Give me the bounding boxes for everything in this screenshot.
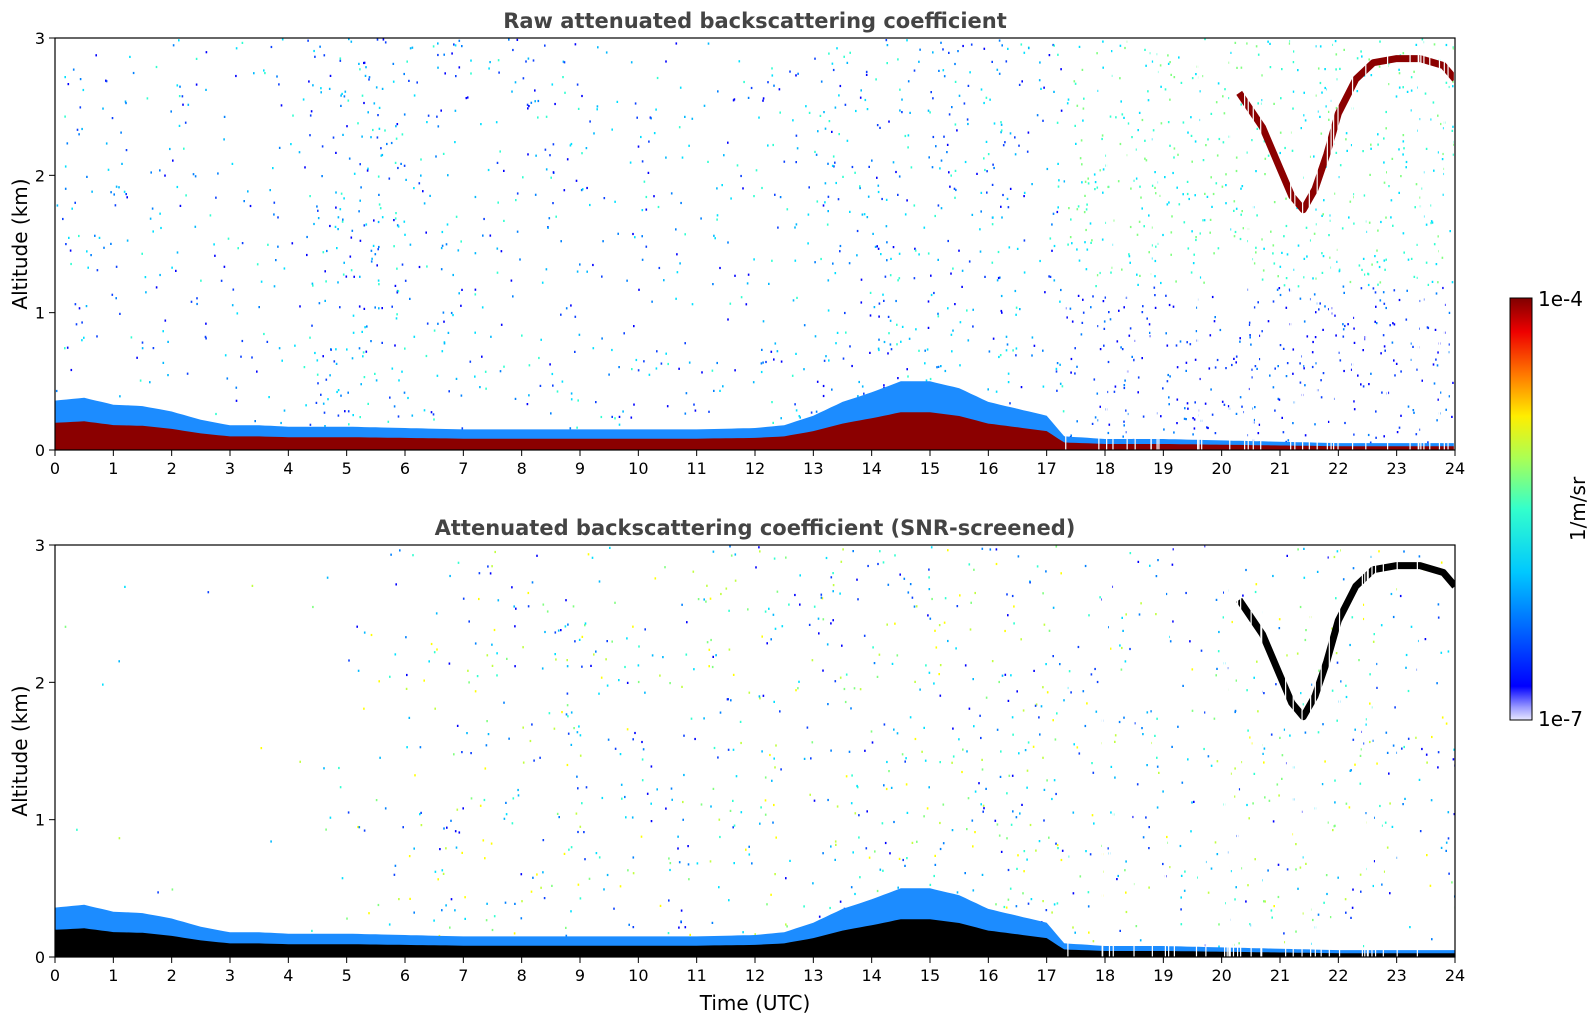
x-tick-label: 22	[1328, 966, 1348, 985]
x-tick-label: 9	[575, 459, 585, 478]
x-tick-label: 20	[1211, 966, 1231, 985]
x-tick-label: 18	[1095, 459, 1115, 478]
x-tick-label: 2	[167, 966, 177, 985]
y-tick-label: 0	[35, 441, 45, 460]
x-tick-label: 18	[1095, 966, 1115, 985]
x-tick-label: 17	[1036, 966, 1056, 985]
x-tick-label: 5	[342, 966, 352, 985]
y-tick-label: 2	[35, 673, 45, 692]
x-tick-label: 16	[978, 966, 998, 985]
x-tick-label: 3	[225, 459, 235, 478]
x-tick-label: 3	[225, 966, 235, 985]
panel1-title: Raw attenuated backscattering coefficien…	[503, 9, 1007, 33]
x-tick-label: 12	[745, 966, 765, 985]
x-tick-label: 7	[458, 459, 468, 478]
x-tick-label: 6	[400, 966, 410, 985]
x-tick-label: 22	[1328, 459, 1348, 478]
y-tick-label: 3	[35, 536, 45, 555]
boundary-layer-core	[55, 412, 1455, 450]
panel1-y-label: Altitude (km)	[8, 178, 32, 309]
x-tick-label: 11	[686, 966, 706, 985]
panel-snr-screened: Attenuated backscattering coefficient (S…	[8, 516, 1465, 1015]
x-tick-label: 2	[167, 459, 177, 478]
x-tick-label: 5	[342, 459, 352, 478]
x-tick-label: 16	[978, 459, 998, 478]
y-tick-label: 3	[35, 29, 45, 48]
x-tick-label: 4	[283, 966, 293, 985]
x-tick-label: 23	[1386, 459, 1406, 478]
x-tick-label: 8	[517, 966, 527, 985]
panel1-x-ticks: 0 1 2 3 4 5 6 7 8 9 10 11 12 13 14 15 16 17 18 19 20 21 22 23 24	[50, 450, 1465, 478]
x-tick-label: 19	[1153, 459, 1173, 478]
colorbar-max-label: 1e-4	[1538, 287, 1583, 311]
panel2-plot-area	[55, 545, 1455, 957]
x-tick-label: 6	[400, 459, 410, 478]
x-tick-label: 12	[745, 459, 765, 478]
boundary-layer-outer	[55, 381, 1455, 450]
x-tick-label: 4	[283, 459, 293, 478]
panel2-y-label: Altitude (km)	[8, 685, 32, 816]
x-tick-label: 23	[1386, 966, 1406, 985]
x-tick-label: 0	[50, 459, 60, 478]
colorbar-label: 1/m/sr	[1566, 476, 1590, 541]
x-tick-label: 20	[1211, 459, 1231, 478]
y-tick-label: 0	[35, 948, 45, 967]
x-tick-label: 8	[517, 459, 527, 478]
panel1-y-ticks: 0 1 2 3	[35, 29, 55, 460]
x-tick-label: 21	[1270, 966, 1290, 985]
x-tick-label: 14	[861, 459, 881, 478]
panel-raw-backscatter: Raw attenuated backscattering coefficien…	[8, 9, 1465, 478]
x-tick-label: 21	[1270, 459, 1290, 478]
x-tick-label: 24	[1445, 966, 1465, 985]
x-tick-label: 13	[803, 966, 823, 985]
x-tick-label: 0	[50, 966, 60, 985]
x-tick-label: 9	[575, 966, 585, 985]
x-tick-label: 10	[628, 966, 648, 985]
panel2-x-ticks: 0 1 2 3 4 5 6 7 8 9 10 11 12 13 14 15 16 17 18 19 20 21 22 23 24	[50, 957, 1465, 985]
x-tick-label: 17	[1036, 459, 1056, 478]
x-tick-label: 10	[628, 459, 648, 478]
x-tick-label: 19	[1153, 966, 1173, 985]
boundary-layer-core	[55, 919, 1455, 957]
y-tick-label: 1	[35, 304, 45, 323]
x-tick-label: 13	[803, 459, 823, 478]
panel2-y-ticks: 0 1 2 3	[35, 536, 55, 967]
x-tick-label: 24	[1445, 459, 1465, 478]
x-tick-label: 14	[861, 966, 881, 985]
panel2-title: Attenuated backscattering coefficient (S…	[435, 516, 1076, 540]
x-tick-label: 15	[920, 966, 940, 985]
x-tick-label: 15	[920, 459, 940, 478]
y-tick-label: 1	[35, 811, 45, 830]
x-axis-label: Time (UTC)	[699, 991, 811, 1015]
x-tick-label: 1	[108, 459, 118, 478]
colorbar: 1e-4 1e-7 1/m/sr	[1509, 287, 1590, 731]
panel1-plot-area	[55, 38, 1455, 450]
x-tick-label: 7	[458, 966, 468, 985]
y-tick-label: 2	[35, 166, 45, 185]
colorbar-gradient	[1509, 297, 1533, 721]
x-tick-label: 1	[108, 966, 118, 985]
colorbar-min-label: 1e-7	[1538, 707, 1583, 731]
cloud-layer-0	[1236, 562, 1455, 721]
cloud-layer-0	[1236, 55, 1455, 214]
x-tick-label: 11	[686, 459, 706, 478]
boundary-layer-outer	[55, 888, 1455, 957]
